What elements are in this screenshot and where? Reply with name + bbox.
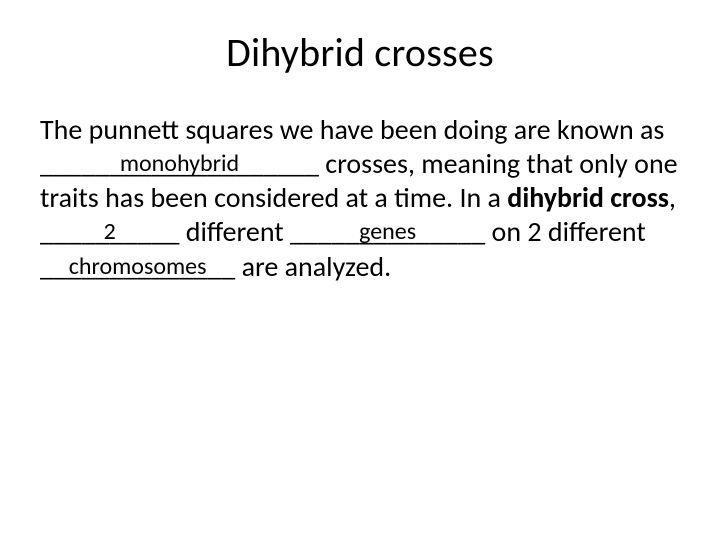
body-segment: on 2 different [485, 214, 646, 249]
body-segment: different [179, 214, 290, 249]
fill-3: genes [290, 217, 485, 246]
blank-2: 2__________ [40, 215, 179, 249]
body-segment: , [669, 180, 676, 215]
bold-term: dihybrid cross [507, 180, 669, 215]
slide: Dihybrid crosses The punnett squares we … [0, 0, 720, 540]
blank-4: chromosomes______________ [40, 250, 235, 284]
body-segment: The punnett squares we have been doing a… [40, 112, 664, 147]
slide-title: Dihybrid crosses [0, 28, 720, 77]
fill-1: monohybrid [40, 149, 319, 178]
body-segment: are analyzed. [235, 249, 391, 284]
blank-1: monohybrid____________________ [40, 147, 319, 181]
blank-3: genes______________ [290, 215, 485, 249]
fill-4: chromosomes [40, 252, 235, 281]
body-text: The punnett squares we have been doing a… [0, 113, 720, 284]
fill-2: 2 [40, 217, 179, 246]
